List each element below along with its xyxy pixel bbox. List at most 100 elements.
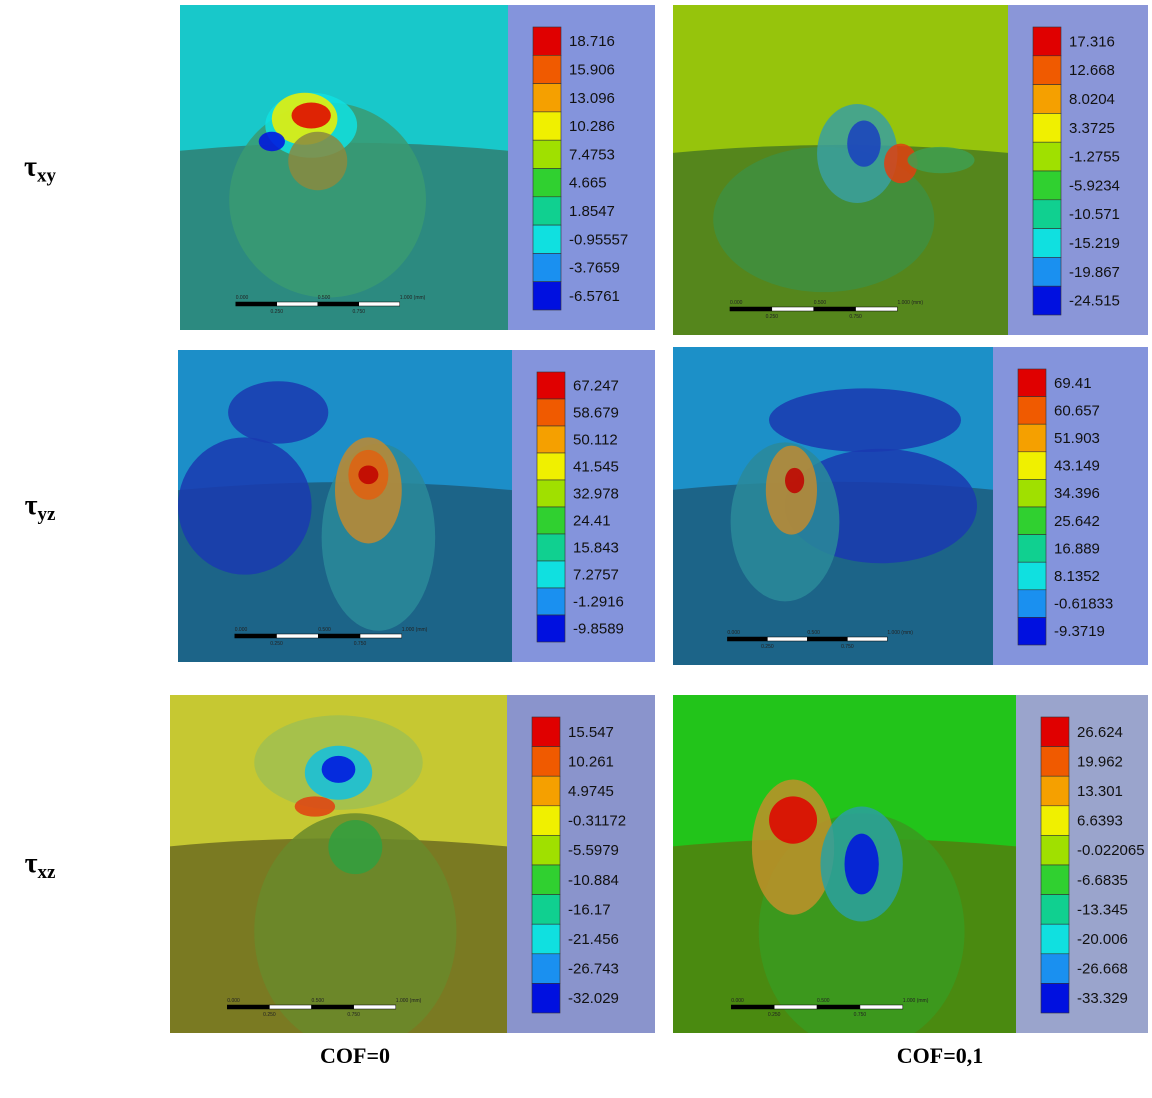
scale-bar-segment (318, 302, 359, 306)
contour-plot (673, 347, 993, 665)
scale-bar-label: 0.000 (227, 998, 240, 1004)
legend-value: -0.31172 (568, 813, 626, 830)
legend-value: -26.668 (1077, 961, 1128, 978)
legend-value: 60.657 (1054, 402, 1100, 419)
legend-color (1018, 590, 1046, 618)
legend-value: -5.9234 (1069, 177, 1120, 194)
legend-color (1041, 747, 1069, 777)
legend-color (532, 835, 560, 865)
legend-color (1041, 835, 1069, 865)
legend-value: 51.903 (1054, 430, 1100, 447)
legend-value: 10.261 (568, 753, 614, 770)
legend-value: -15.219 (1069, 235, 1120, 252)
figure: τxy0.0000.5001.000 (mm)0.2500.75018.7161… (0, 0, 1152, 1098)
legend-color (1041, 924, 1069, 954)
contour-region (292, 103, 331, 129)
legend-color (532, 747, 560, 777)
scale-bar-label: 1.000 (mm) (402, 627, 428, 633)
legend-color (537, 615, 565, 642)
contour-region (785, 468, 804, 493)
legend-value: -1.2916 (573, 594, 624, 611)
legend-value: -6.5761 (569, 288, 620, 305)
row-label: τxy (24, 152, 56, 187)
scale-bar-segment (360, 634, 402, 638)
legend-value: 15.843 (573, 540, 619, 557)
legend-color (537, 480, 565, 507)
legend-value: 32.978 (573, 486, 619, 503)
legend-value: 8.1352 (1054, 568, 1100, 585)
row-label-subscript: xy (37, 166, 57, 187)
scale-bar-segment (227, 1005, 269, 1009)
legend-color (532, 865, 560, 895)
scale-bar-label: 0.250 (761, 644, 774, 650)
legend-color (533, 27, 561, 55)
scale-bar-label: 0.000 (730, 300, 743, 306)
scale-bar-segment (312, 1005, 354, 1009)
legend-color (1018, 535, 1046, 563)
legend-color (1041, 983, 1069, 1013)
column-label: COF=0 (320, 1043, 390, 1068)
legend-value: 25.642 (1054, 513, 1100, 530)
legend-value: 7.2757 (573, 567, 619, 584)
scale-bar-label: 0.250 (270, 641, 283, 647)
legend-color (1033, 257, 1061, 286)
legend-color (533, 282, 561, 310)
scale-bar-label: 0.000 (727, 630, 740, 636)
legend-value: 4.9745 (568, 783, 614, 800)
scale-bar-segment (318, 634, 360, 638)
legend-value: -19.867 (1069, 264, 1120, 281)
legend-color (1033, 200, 1061, 229)
legend-value: 6.6393 (1077, 813, 1123, 830)
scale-bar-segment (269, 1005, 311, 1009)
scale-bar-label: 0.250 (263, 1012, 276, 1018)
legend-color (1033, 229, 1061, 258)
legend-value: 69.41 (1054, 375, 1092, 392)
legend-color (532, 983, 560, 1013)
legend-value: -0.95557 (569, 231, 628, 248)
legend-background (508, 5, 655, 330)
legend-value: 15.906 (569, 61, 615, 78)
legend-color (1033, 85, 1061, 114)
scale-bar-label: 0.000 (236, 295, 249, 301)
scale-bar-label: 1.000 (mm) (903, 998, 929, 1004)
contour-region (328, 820, 382, 874)
row-label-subscript: yz (37, 504, 56, 525)
scale-bar-label: 0.500 (312, 998, 325, 1004)
legend-value: 8.0204 (1069, 91, 1115, 108)
legend-value: 67.247 (573, 378, 619, 395)
legend-value: 10.286 (569, 118, 615, 135)
legend-color (1033, 27, 1061, 56)
contour-plot (673, 695, 1016, 1050)
scale-bar-segment (856, 307, 898, 311)
legend-value: -24.515 (1069, 293, 1120, 310)
legend-color (532, 954, 560, 984)
legend-value: -26.743 (568, 961, 619, 978)
legend-color (537, 399, 565, 426)
scale-bar-segment (277, 634, 319, 638)
legend-color (1033, 142, 1061, 171)
scale-bar-label: 0.750 (854, 1012, 867, 1018)
scale-bar-label: 1.000 (mm) (396, 998, 422, 1004)
legend-value: -0.022065 (1077, 842, 1145, 859)
scale-bar-label: 0.750 (354, 641, 367, 647)
scale-bar-segment (814, 307, 856, 311)
legend-color (1041, 895, 1069, 925)
legend-value: -9.8589 (573, 621, 624, 638)
legend-value: -0.61833 (1054, 596, 1113, 613)
scale-bar-label: 0.500 (807, 630, 820, 636)
legend-value: -13.345 (1077, 901, 1128, 918)
legend-color (533, 225, 561, 253)
contour-region (288, 132, 347, 191)
scale-bar-segment (807, 637, 847, 641)
legend-color (532, 806, 560, 836)
legend-value: -10.571 (1069, 206, 1120, 223)
legend-color (533, 112, 561, 140)
legend-value: 12.668 (1069, 62, 1115, 79)
legend-color (537, 561, 565, 588)
legend-value: -9.3719 (1054, 623, 1105, 640)
scale-bar-segment (727, 637, 767, 641)
scale-bar-segment (772, 307, 814, 311)
legend-color (532, 924, 560, 954)
legend-color (1041, 717, 1069, 747)
legend-value: -32.029 (568, 990, 619, 1007)
